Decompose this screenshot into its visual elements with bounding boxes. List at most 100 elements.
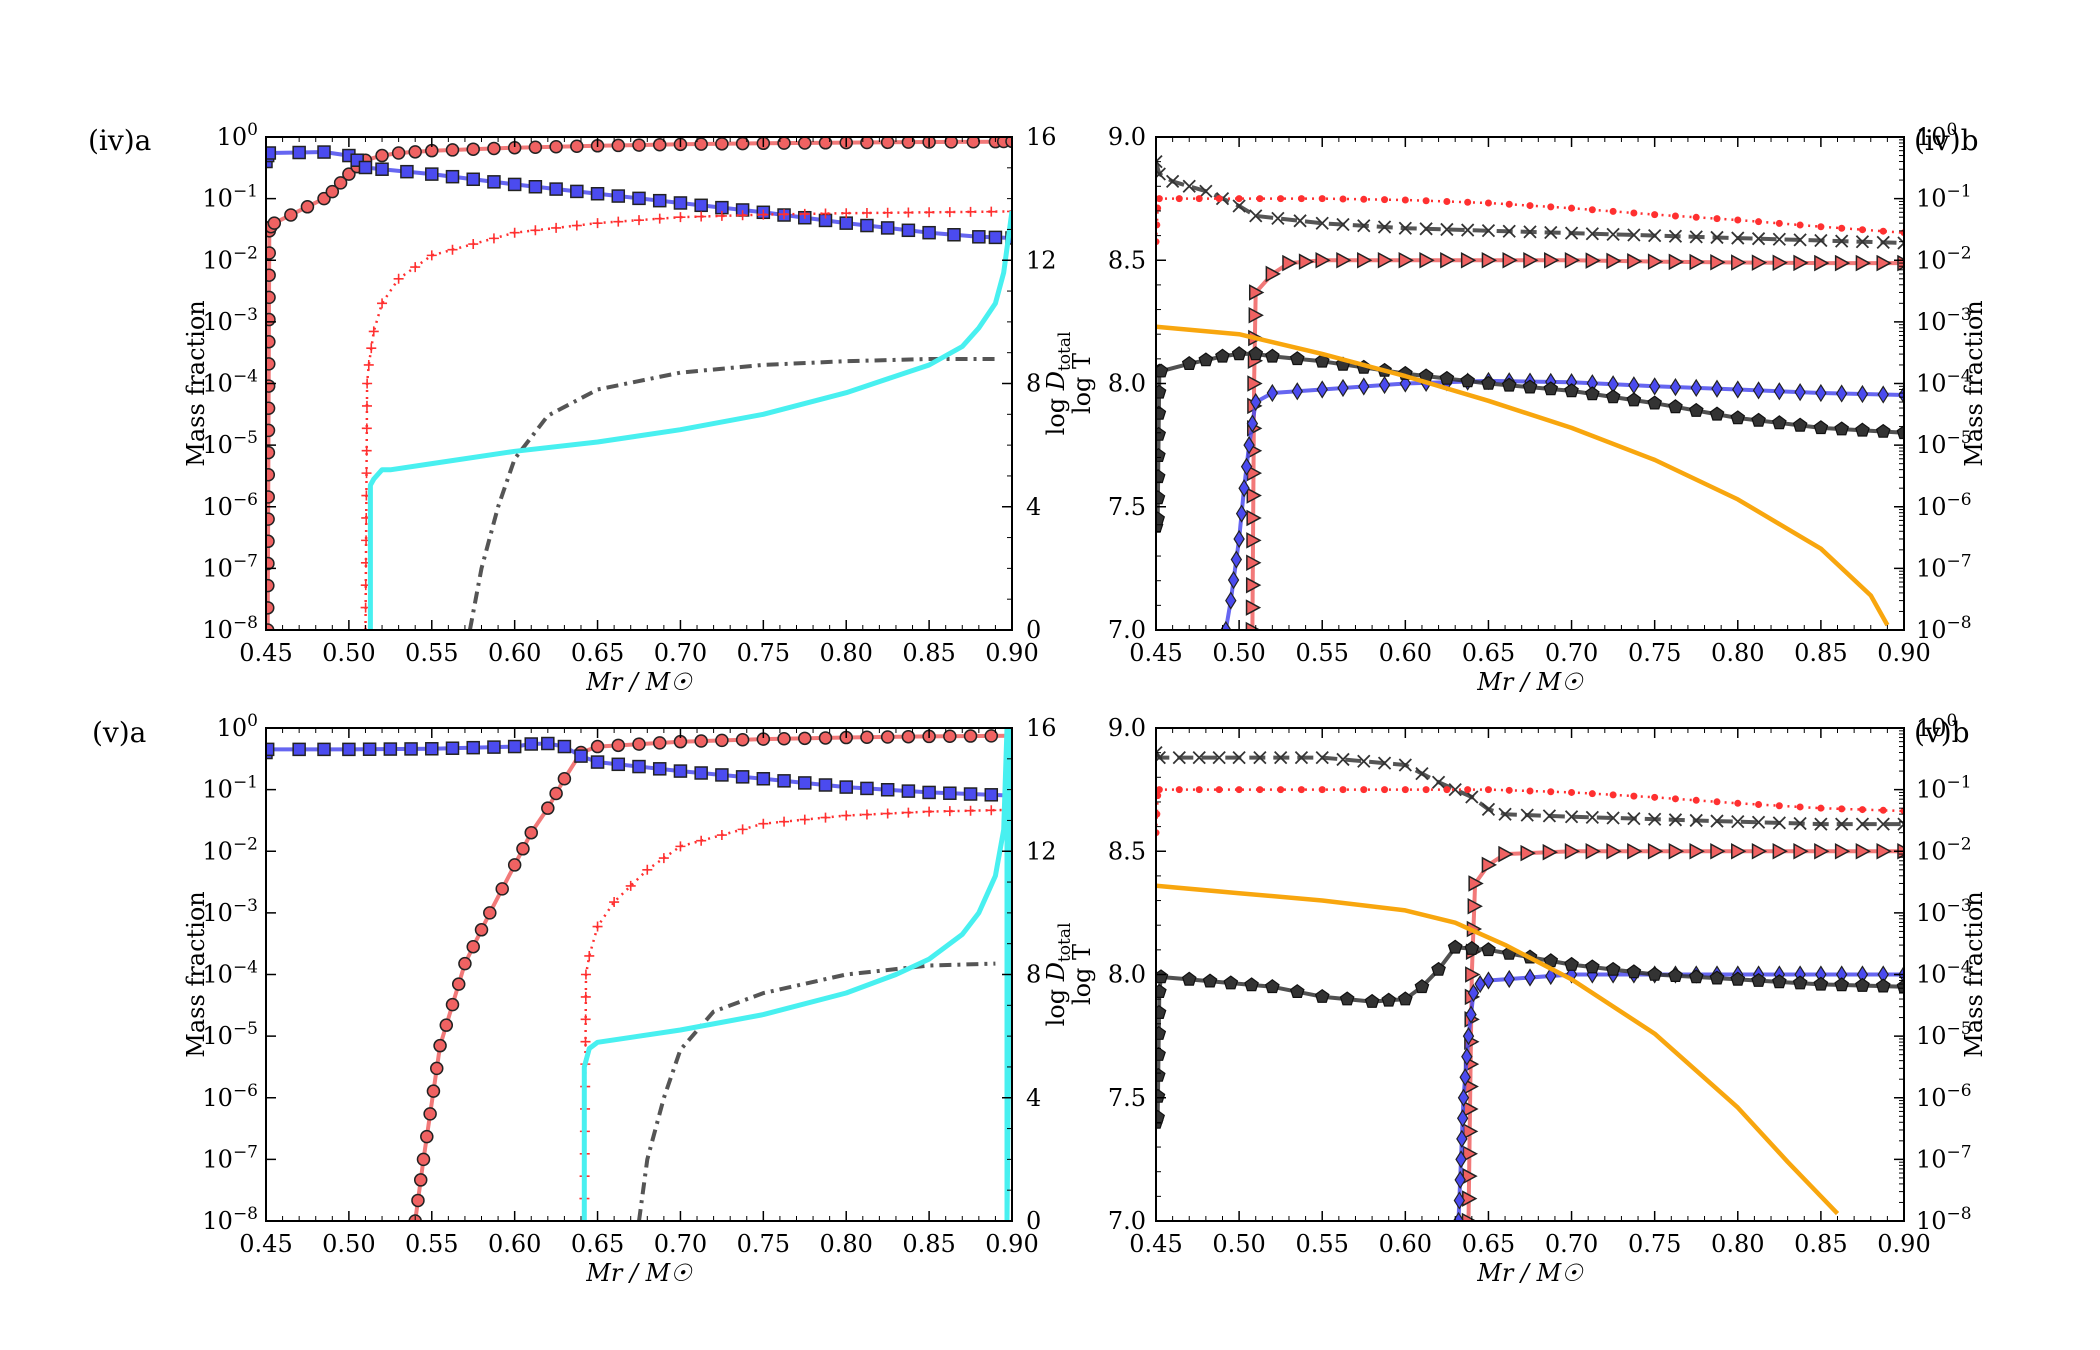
series-0-marker	[1731, 231, 1745, 245]
series-3-marker	[1378, 375, 1391, 395]
series-2-marker	[1468, 875, 1484, 892]
series-0-marker	[266, 334, 276, 349]
y-tick-label: 8.0	[1108, 961, 1146, 989]
series-3-marker	[1453, 1191, 1466, 1210]
series-4-marker	[1688, 402, 1704, 417]
x-tick-label: 0.45	[1129, 639, 1182, 667]
series-1-marker	[557, 739, 572, 754]
series-4-marker	[1397, 991, 1413, 1006]
series-0-marker	[439, 1018, 454, 1032]
series-2-marker	[1265, 265, 1281, 283]
series-2-marker	[363, 359, 374, 370]
x-tick-label: 0.75	[1628, 1230, 1681, 1258]
series-0-marker	[284, 208, 298, 222]
series-4-marker	[1248, 346, 1264, 361]
series-0-marker	[1199, 184, 1213, 198]
series-0-marker	[1648, 812, 1662, 826]
series-0-marker	[1357, 219, 1371, 233]
series-0-marker	[1232, 199, 1246, 213]
series-1-marker	[1630, 792, 1638, 800]
series-4-marker	[1834, 421, 1850, 436]
series-0-marker	[433, 1038, 447, 1053]
y-tick-label: 10−8	[202, 613, 258, 644]
y2-tick-label: 10−7	[1916, 551, 1972, 582]
series-1-marker	[507, 177, 522, 192]
series-2-marker	[1731, 254, 1747, 271]
series-0-marker	[1897, 817, 1904, 831]
series-0-marker	[1689, 230, 1703, 244]
series-2-marker	[1298, 253, 1315, 270]
panel-v-b: 0.45 0.50 0.55 0.60 0.65 0.70 0.75 0.80 0.85 0.90…	[1042, 711, 1988, 1287]
y-tick-label: 8.5	[1108, 837, 1146, 865]
series-1-marker	[715, 768, 729, 782]
series-0-marker	[1564, 226, 1579, 240]
series-0-marker	[611, 738, 626, 753]
series-2-marker	[642, 864, 653, 875]
series-0-marker	[1772, 232, 1786, 246]
series-2-marker	[1007, 206, 1012, 217]
series-2-marker	[1498, 845, 1514, 863]
x-axis-label: Mr / M☉	[585, 1259, 693, 1287]
y-tick-label: 7.5	[1108, 493, 1146, 521]
series-2-marker	[1564, 842, 1581, 860]
series-0-marker	[266, 578, 275, 593]
series-1-marker	[317, 145, 331, 159]
series-1-marker	[1755, 218, 1763, 226]
series-2-marker	[1542, 843, 1558, 861]
series-0-marker	[1481, 802, 1496, 816]
series-0-marker	[1357, 754, 1371, 768]
series-2-marker	[1751, 254, 1768, 271]
series-1-marker	[880, 783, 895, 797]
y2-tick-label: 100	[1916, 711, 1957, 742]
series-0-marker	[1710, 230, 1724, 245]
series-2-marker	[861, 809, 872, 820]
panel-iv-b: 0.45 0.50 0.55 0.60 0.65 0.70 0.75 0.80 0.85 0.90…	[1042, 120, 1988, 696]
series-0-marker	[1520, 808, 1534, 822]
series-4-marker	[1289, 351, 1305, 366]
series-0-marker	[1689, 813, 1703, 828]
panel-label: (iv)a	[88, 124, 151, 157]
series-0-marker	[549, 140, 563, 154]
series-2-marker	[1357, 251, 1373, 269]
series-2-marker	[1710, 842, 1726, 860]
series-4-marker	[1431, 961, 1446, 976]
series-1-marker	[1817, 223, 1825, 231]
series-1-marker	[1443, 197, 1451, 205]
series-4-marker	[1156, 984, 1167, 998]
series-1-marker	[632, 191, 646, 206]
series-4-marker	[1156, 363, 1169, 378]
series-2-marker	[1481, 251, 1498, 269]
series-2-marker	[924, 207, 935, 218]
series-0-marker	[1585, 227, 1599, 241]
x-tick-label: 0.85	[1794, 1230, 1847, 1258]
series-1-marker	[292, 145, 306, 160]
series-0-marker	[1481, 224, 1496, 238]
series-1-marker	[922, 785, 936, 800]
y-tick-label: 10−4	[202, 367, 258, 398]
series-1-marker	[818, 778, 833, 792]
series-1-marker	[777, 774, 791, 788]
series-1-marker	[1796, 803, 1804, 811]
series-0-marker	[1415, 766, 1429, 781]
series-2-marker	[1248, 284, 1265, 301]
x-tick-label: 0.65	[571, 1230, 624, 1258]
series-4-marker	[1875, 423, 1891, 438]
series-2-marker	[1245, 599, 1262, 616]
series-4-marker	[1447, 939, 1463, 954]
series-0-marker	[1627, 228, 1641, 242]
series-2-marker	[820, 812, 831, 823]
series-1-marker	[1838, 224, 1846, 232]
y-tick-label: 10−8	[202, 1204, 258, 1235]
series-1-marker	[342, 742, 356, 757]
series-4-marker	[1584, 386, 1600, 401]
series-1-marker	[735, 770, 750, 784]
y2-tick-label: 10−8	[1916, 613, 1972, 644]
series-1-marker	[1256, 195, 1264, 203]
series-2-marker	[799, 208, 810, 219]
series-3-marker	[1794, 383, 1806, 402]
series-2-marker	[1772, 254, 1788, 272]
series-0-marker	[1271, 211, 1285, 225]
y-tick-label: 10−1	[202, 182, 258, 213]
series-4-marker	[1156, 469, 1166, 484]
